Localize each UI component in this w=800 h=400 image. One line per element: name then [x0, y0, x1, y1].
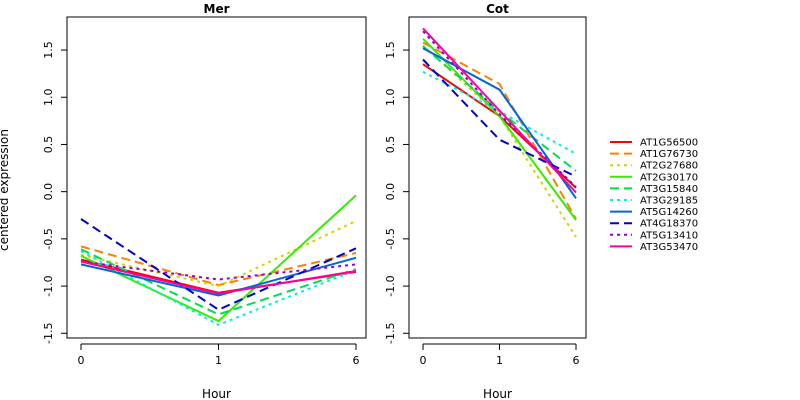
x-tick-label: 1 [496, 354, 503, 367]
plot-frame [408, 16, 587, 339]
y-tick-label: 1.0 [42, 89, 55, 107]
y-tick-label: -1.0 [384, 275, 397, 296]
legend-label: AT3G53470 [640, 242, 698, 253]
y-tick-label: -1.5 [42, 323, 55, 344]
y-axis-title: centered expression [0, 129, 11, 251]
x-axis-title: Hour [202, 387, 231, 400]
legend-label: AT5G14260 [640, 207, 698, 218]
series-line-at3g15840 [80, 248, 357, 316]
series-line-at2g30170 [422, 37, 577, 221]
legend-label: AT1G56500 [640, 138, 698, 149]
series-group [422, 27, 577, 238]
x-tick-label: 0 [78, 354, 85, 367]
x-tick-label: 6 [353, 354, 360, 367]
panel-cot: Cot -1.5 -1.0 -0.5 0.0 0.5 1.0 1.5 0 1 6 Hour [384, 2, 587, 400]
legend-label: AT3G29185 [640, 196, 698, 207]
legend-label: AT5G13410 [640, 230, 698, 241]
series-line-at3g53470 [422, 27, 577, 194]
y-tick-label: 0.5 [42, 136, 55, 154]
x-tick-label: 0 [420, 354, 427, 367]
y-tick-label: 1.0 [384, 89, 397, 107]
legend-label: AT2G27680 [640, 161, 698, 172]
chart-panels: Mer -1.5 -1.0 -0.5 0.0 0.5 1.0 1.5 0 1 6 Hour Cot -1.… [42, 2, 587, 400]
y-tick-label: 1.5 [384, 41, 397, 59]
series-line-at5g14260 [80, 256, 357, 297]
series-line-at5g14260 [422, 47, 577, 199]
legend: AT1G56500AT1G76730AT2G27680AT2G30170AT3G… [610, 138, 698, 253]
series-line-at3g15840 [422, 45, 577, 172]
y-tick-label: -0.5 [384, 228, 397, 249]
y-tick-label: 0.0 [42, 183, 55, 201]
series-group [80, 194, 357, 326]
plot-frame [66, 16, 367, 339]
legend-label: AT3G15840 [640, 184, 698, 195]
series-line-at2g27680 [80, 219, 357, 288]
series-line-at2g30170 [80, 194, 357, 323]
panel-mer: Mer -1.5 -1.0 -0.5 0.0 0.5 1.0 1.5 0 1 6 Hour [42, 2, 367, 400]
panel-title: Mer [204, 2, 230, 16]
y-tick-label: -0.5 [42, 228, 55, 249]
x-tick-label: 1 [215, 354, 222, 367]
series-line-at3g29185 [80, 250, 357, 326]
y-tick-label: 1.5 [42, 41, 55, 59]
legend-label: AT4G18370 [640, 219, 698, 230]
x-axis-title: Hour [483, 387, 512, 400]
y-tick-label: -1.0 [42, 275, 55, 296]
x-tick-label: 6 [573, 354, 580, 367]
series-line-at1g76730 [422, 41, 577, 220]
series-line-at4g18370 [422, 58, 577, 178]
y-tick-label: 0.0 [384, 183, 397, 201]
legend-label: AT2G30170 [640, 172, 698, 183]
legend-label: AT1G76730 [640, 149, 698, 160]
y-tick-label: -1.5 [384, 323, 397, 344]
series-line-at3g53470 [80, 260, 357, 295]
y-tick-label: 0.5 [384, 136, 397, 154]
series-line-at5g13410 [422, 30, 577, 188]
panel-title: Cot [486, 2, 509, 16]
